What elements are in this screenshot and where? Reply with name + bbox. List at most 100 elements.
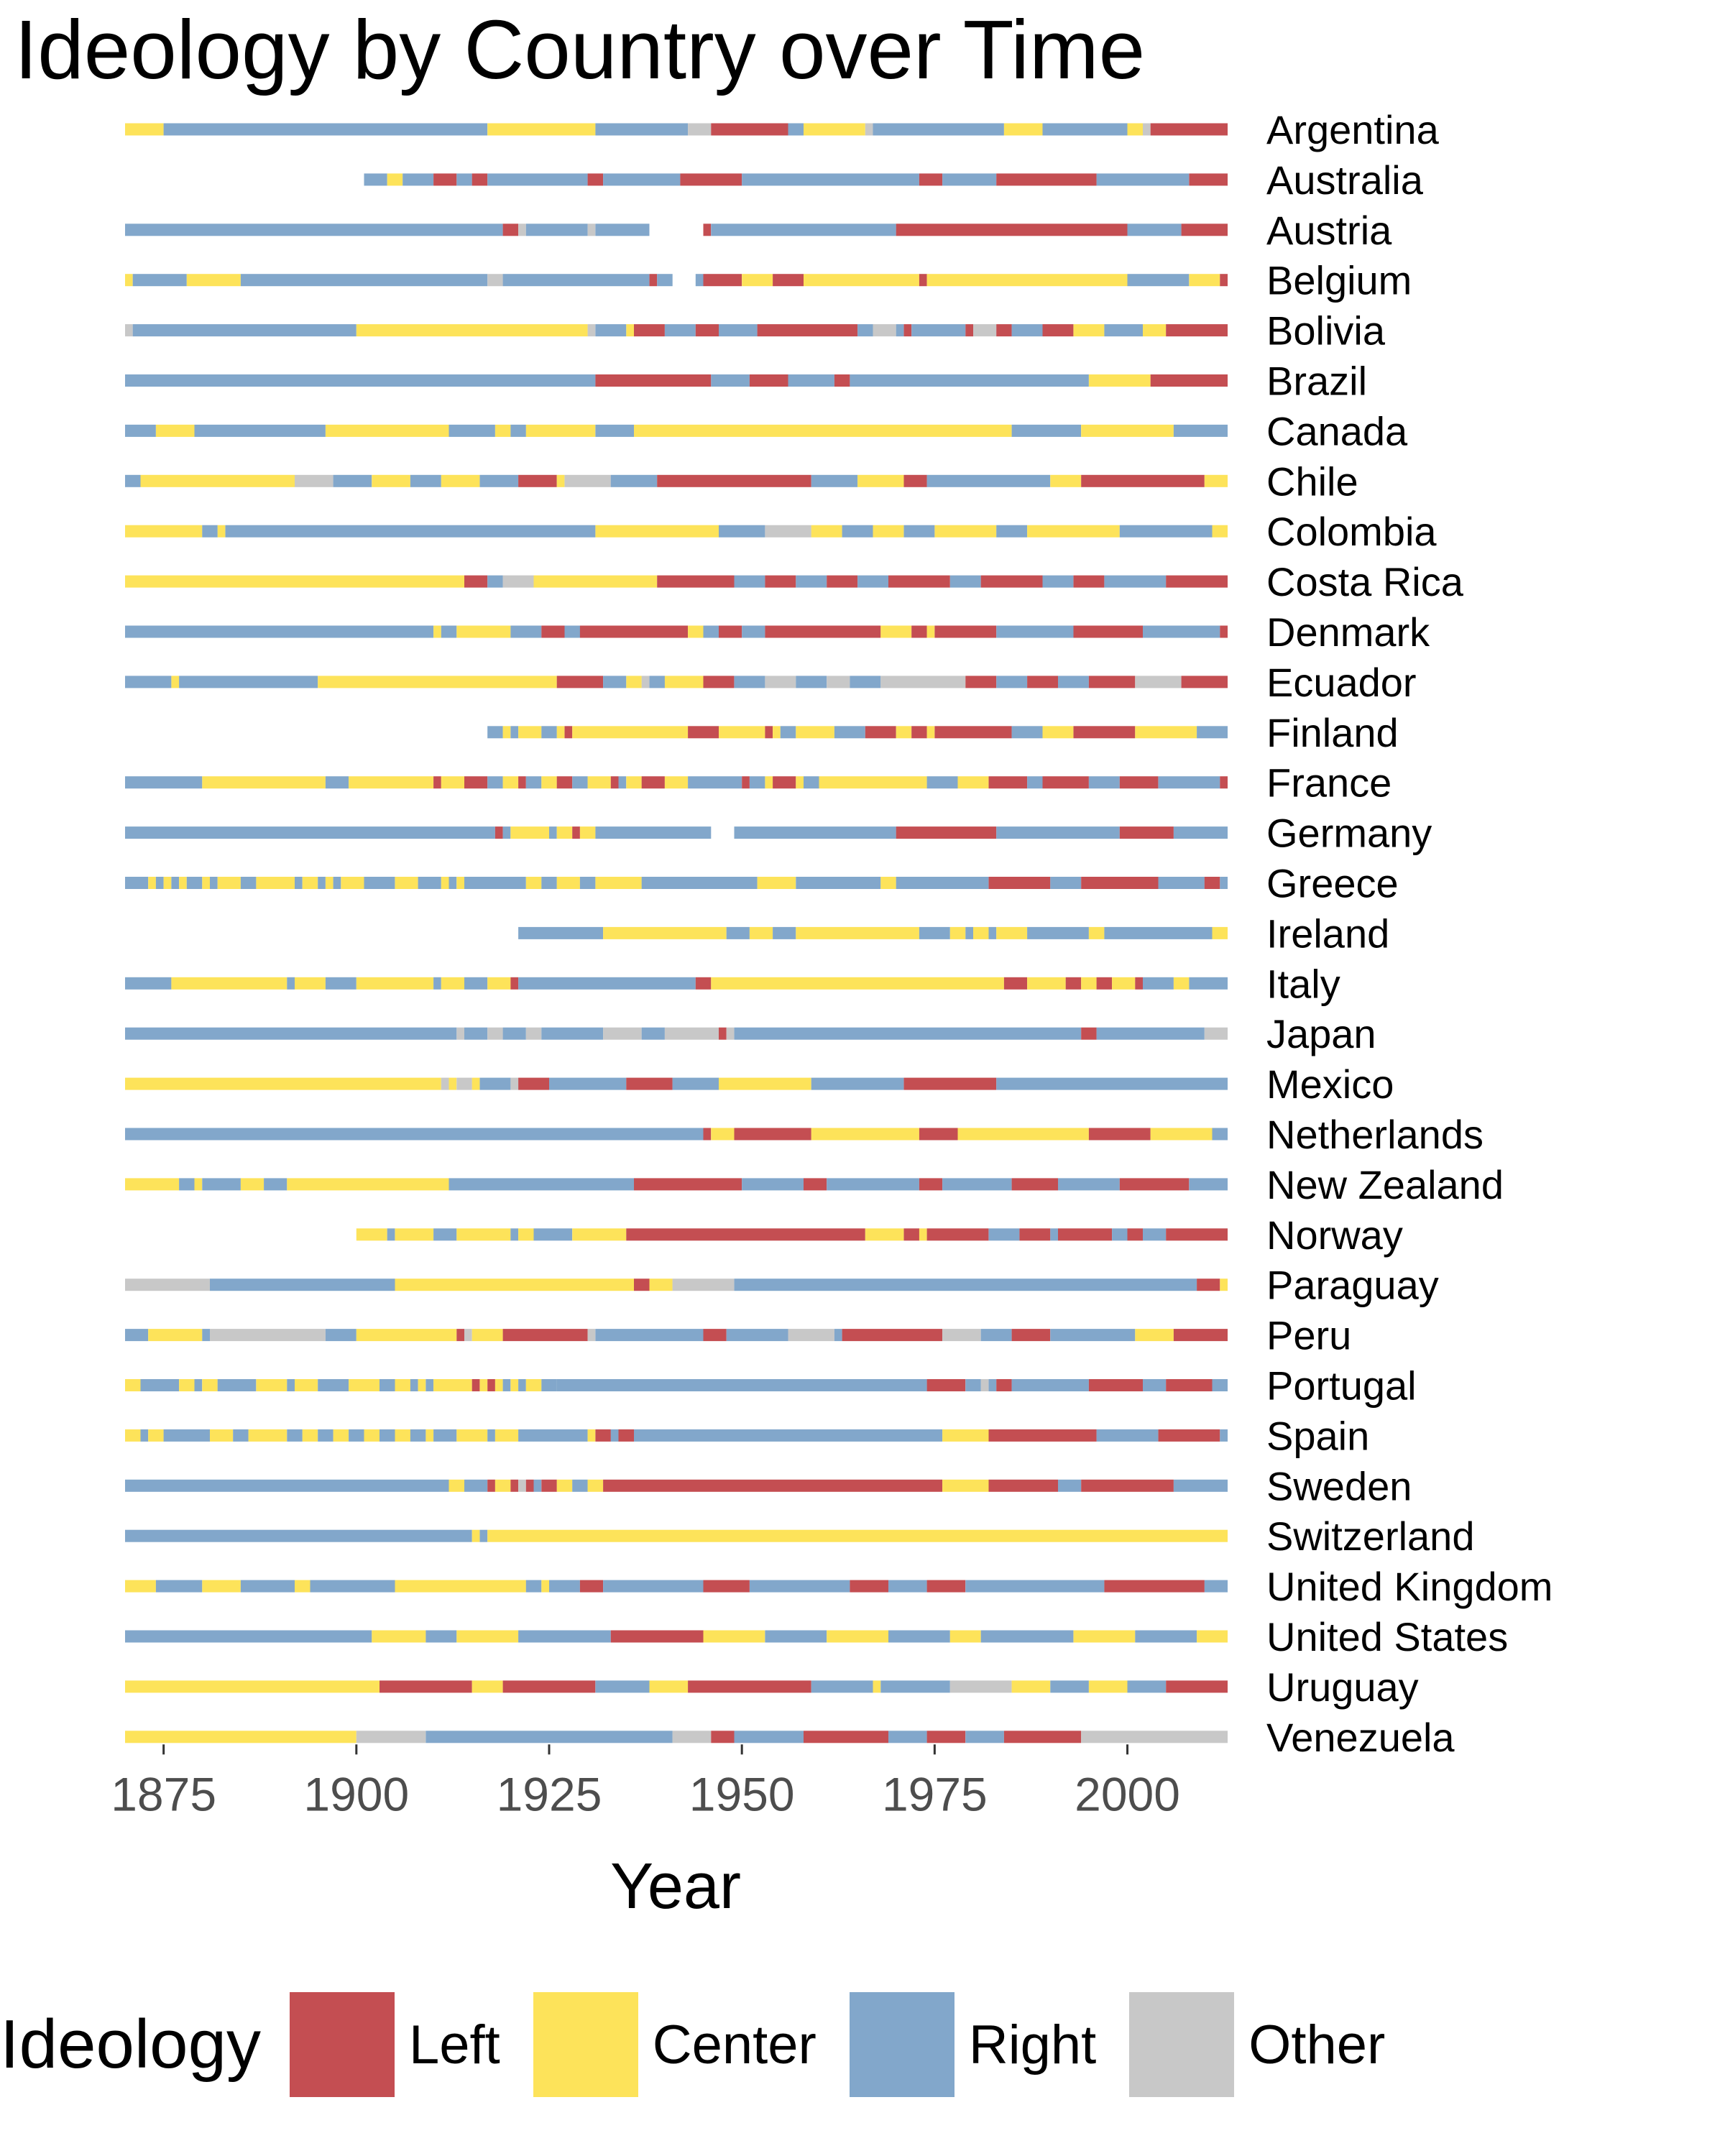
ideology-segment: [310, 1580, 395, 1593]
ideology-segment: [410, 1379, 418, 1391]
ideology-segment: [155, 1580, 203, 1593]
ideology-segment: [626, 1077, 673, 1090]
ideology-segment: [711, 123, 788, 136]
ideology-segment: [811, 525, 842, 538]
ideology-segment: [210, 1429, 234, 1442]
ideology-segment: [295, 474, 334, 487]
ideology-segment: [525, 1580, 542, 1593]
country-label: Norway: [1266, 1212, 1403, 1258]
ideology-segment: [494, 1429, 519, 1442]
country-label: Austria: [1266, 208, 1392, 253]
ideology-segment: [302, 877, 318, 889]
ideology-segment: [903, 525, 935, 538]
ideology-segment: [1173, 1479, 1228, 1492]
ideology-segment: [418, 877, 441, 889]
ideology-segment: [494, 424, 511, 437]
ideology-segment: [749, 1580, 850, 1593]
ideology-segment: [726, 1027, 735, 1040]
ideology-segment: [688, 1680, 811, 1693]
ideology-segment: [302, 1429, 318, 1442]
ideology-segment: [287, 1178, 449, 1191]
ideology-segment: [980, 1379, 989, 1391]
ideology-segment: [919, 926, 950, 939]
ideology-segment: [1011, 324, 1043, 337]
ideology-segment: [657, 274, 673, 287]
ideology-segment: [448, 1178, 634, 1191]
ideology-segment: [125, 424, 156, 437]
ideology-segment: [988, 926, 997, 939]
ideology-segment: [934, 726, 1012, 739]
country-label: Germany: [1266, 811, 1432, 856]
ideology-segment: [472, 1329, 503, 1342]
ideology-segment: [318, 1379, 349, 1391]
ideology-segment: [796, 776, 804, 789]
ideology-segment: [479, 1529, 488, 1542]
ideology-segment: [595, 123, 689, 136]
ideology-segment: [464, 977, 488, 990]
ideology-segment: [873, 123, 1004, 136]
ideology-segment: [356, 1329, 457, 1342]
ideology-segment: [194, 1178, 203, 1191]
ideology-segment: [1042, 726, 1074, 739]
ideology-segment: [333, 1429, 349, 1442]
ideology-segment: [125, 1178, 180, 1191]
ideology-segment: [464, 1329, 472, 1342]
ideology-segment: [125, 676, 172, 688]
ideology-segment: [695, 274, 704, 287]
legend-swatch: [849, 1992, 954, 2097]
ideology-segment: [719, 1077, 811, 1090]
ideology-segment: [626, 1228, 865, 1241]
ideology-segment: [634, 1178, 742, 1191]
country-label: Canada: [1266, 408, 1408, 453]
ideology-segment: [549, 1580, 580, 1593]
ideology-segment: [742, 1178, 804, 1191]
ideology-segment: [1042, 324, 1074, 337]
ideology-segment: [464, 877, 526, 889]
ideology-segment: [703, 676, 735, 688]
ideology-segment: [1143, 1228, 1167, 1241]
ideology-segment: [372, 1630, 426, 1643]
ideology-segment: [1135, 977, 1143, 990]
ideology-segment: [1112, 977, 1136, 990]
ideology-segment: [880, 676, 966, 688]
ideology-segment: [125, 1580, 156, 1593]
x-tick-label: 1925: [497, 1767, 602, 1820]
country-row: [125, 324, 1228, 337]
country-label: Denmark: [1266, 609, 1430, 655]
ideology-segment: [464, 575, 488, 588]
ideology-segment: [325, 1329, 356, 1342]
ideology-segment: [380, 1680, 472, 1693]
ideology-segment: [1127, 123, 1143, 136]
country-label: Ireland: [1266, 911, 1389, 956]
ideology-segment: [965, 1731, 1004, 1743]
ideology-segment: [541, 776, 557, 789]
ideology-segment: [456, 173, 472, 186]
ideology-segment: [664, 324, 696, 337]
ideology-segment: [487, 776, 503, 789]
ideology-segment: [240, 1580, 295, 1593]
ideology-segment: [688, 776, 742, 789]
ideology-segment: [1058, 1228, 1113, 1241]
ideology-segment: [641, 676, 650, 688]
ideology-segment: [479, 1379, 488, 1391]
ideology-segment: [587, 1329, 596, 1342]
country-row: [125, 1379, 1228, 1391]
ideology-segment: [464, 776, 488, 789]
ideology-segment: [1050, 1329, 1136, 1342]
ideology-segment: [510, 977, 519, 990]
ideology-segment: [380, 1379, 395, 1391]
ideology-segment: [603, 1027, 642, 1040]
ideology-segment: [742, 274, 773, 287]
country-label: Portugal: [1266, 1363, 1417, 1409]
ideology-segment: [734, 1027, 1082, 1040]
ideology-segment: [155, 424, 195, 437]
legend-swatch: [1129, 1992, 1235, 2097]
country-row: [125, 1731, 1228, 1743]
ideology-segment: [703, 224, 712, 236]
ideology-segment: [502, 575, 534, 588]
x-tick-label: 2000: [1075, 1767, 1180, 1820]
ideology-segment: [1119, 776, 1159, 789]
ideology-segment: [1150, 374, 1228, 387]
ideology-segment: [926, 1228, 989, 1241]
ideology-segment: [603, 676, 627, 688]
